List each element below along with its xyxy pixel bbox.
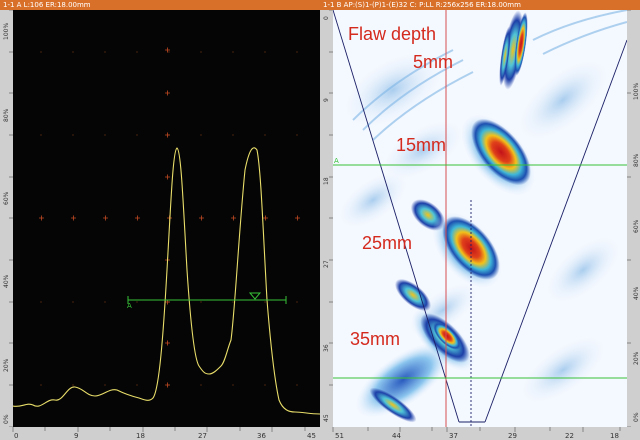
ascan-amplitude-ruler: 100% 80% 60% 40% 20% 0% bbox=[0, 10, 13, 427]
sscan-rtick-label: 20% bbox=[633, 351, 640, 365]
sscan-rtick-label: 100% bbox=[633, 83, 640, 100]
ascan-waveform bbox=[12, 147, 320, 415]
ascan-vtick-label: 80% bbox=[3, 108, 10, 122]
flaw-label-35mm: 35mm bbox=[350, 329, 401, 349]
flaw-label-25mm: 25mm bbox=[362, 233, 413, 253]
ascan-htick-label: 45 bbox=[307, 432, 316, 440]
sscan-htick-label: 29 bbox=[508, 432, 517, 440]
sscan-vtick-label: 27 bbox=[323, 260, 330, 268]
sscan-vtick-label: 45 bbox=[323, 414, 330, 422]
ascan-gate-label: A bbox=[127, 302, 132, 310]
sscan-vtick-label: 0 bbox=[323, 16, 330, 20]
ascan-htick-label: 36 bbox=[257, 432, 266, 440]
ascan-vtick-label: 20% bbox=[3, 358, 10, 372]
ascan-panel: 1-1 A L:106 ER:18.00mm 100% 80% 60% 40% … bbox=[0, 0, 320, 440]
ascan-plot[interactable]: A bbox=[12, 10, 320, 427]
sscan-sector-outline bbox=[333, 10, 627, 423]
sscan-htick-label: 44 bbox=[392, 432, 401, 440]
sscan-image-svg: A bbox=[333, 10, 627, 427]
sscan-indication-15mm bbox=[461, 114, 535, 196]
sscan-vtick-label: 9 bbox=[323, 98, 330, 102]
ascan-titlebar: 1-1 A L:106 ER:18.00mm bbox=[0, 0, 320, 10]
sscan-ripples bbox=[352, 10, 627, 141]
ascan-vtick-label: 60% bbox=[3, 191, 10, 205]
ascan-vtick-label: 0% bbox=[3, 414, 10, 424]
sscan-depth-ruler: 0 9 18 27 36 45 bbox=[320, 10, 333, 427]
sscan-titlebar: 1-1 B AP:(S)1-(P)1-(E)32 C: P:LL R:256x2… bbox=[320, 0, 640, 10]
sscan-htick-label: 51 bbox=[335, 432, 344, 440]
sscan-index-ruler: 51 44 37 29 22 18 bbox=[320, 427, 640, 440]
sscan-rtick-label: 0% bbox=[633, 412, 640, 422]
ascan-center-crosses bbox=[39, 215, 300, 221]
ascan-htick-label: 0 bbox=[14, 432, 18, 440]
sscan-indication-5mm bbox=[499, 10, 528, 90]
sscan-amplitude-ruler: 100% 80% 60% 40% 20% 0% bbox=[627, 10, 640, 427]
ascan-grid bbox=[40, 51, 298, 386]
sscan-rtick-label: 60% bbox=[633, 219, 640, 233]
sscan-panel: 1-1 B AP:(S)1-(P)1-(E)32 C: P:LL R:256x2… bbox=[320, 0, 640, 440]
flaw-label-5mm: 5mm bbox=[413, 52, 453, 72]
sscan-vtick-label: 18 bbox=[323, 177, 330, 185]
sscan-background-noise bbox=[338, 52, 621, 418]
ascan-vtick-label: 40% bbox=[3, 274, 10, 288]
ascan-htick-label: 27 bbox=[198, 432, 207, 440]
ascan-htick-label: 18 bbox=[136, 432, 145, 440]
sscan-htick-label: 22 bbox=[565, 432, 574, 440]
ascan-time-ruler: 0 9 18 27 36 45 bbox=[0, 427, 320, 440]
sscan-htick-label: 18 bbox=[610, 432, 619, 440]
ascan-gate-a[interactable]: A bbox=[127, 292, 287, 310]
gate-marker-icon bbox=[248, 292, 262, 300]
ascan-plot-svg: A bbox=[12, 47, 320, 415]
flaw-depth-title: Flaw depth bbox=[348, 24, 437, 44]
sscan-vtick-label: 36 bbox=[323, 344, 330, 352]
ascan-vtick-label: 100% bbox=[3, 23, 10, 40]
flaw-label-15mm: 15mm bbox=[396, 135, 447, 155]
sscan-gate-label: A bbox=[334, 157, 339, 165]
sscan-htick-label: 37 bbox=[449, 432, 458, 440]
sscan-rtick-label: 40% bbox=[633, 286, 640, 300]
ascan-htick-label: 9 bbox=[74, 432, 78, 440]
sscan-image[interactable]: A Flaw depth 5mm 15mm 25mm 35mm bbox=[333, 10, 627, 427]
sscan-indication-35mm bbox=[369, 278, 475, 423]
sscan-rtick-label: 80% bbox=[633, 153, 640, 167]
